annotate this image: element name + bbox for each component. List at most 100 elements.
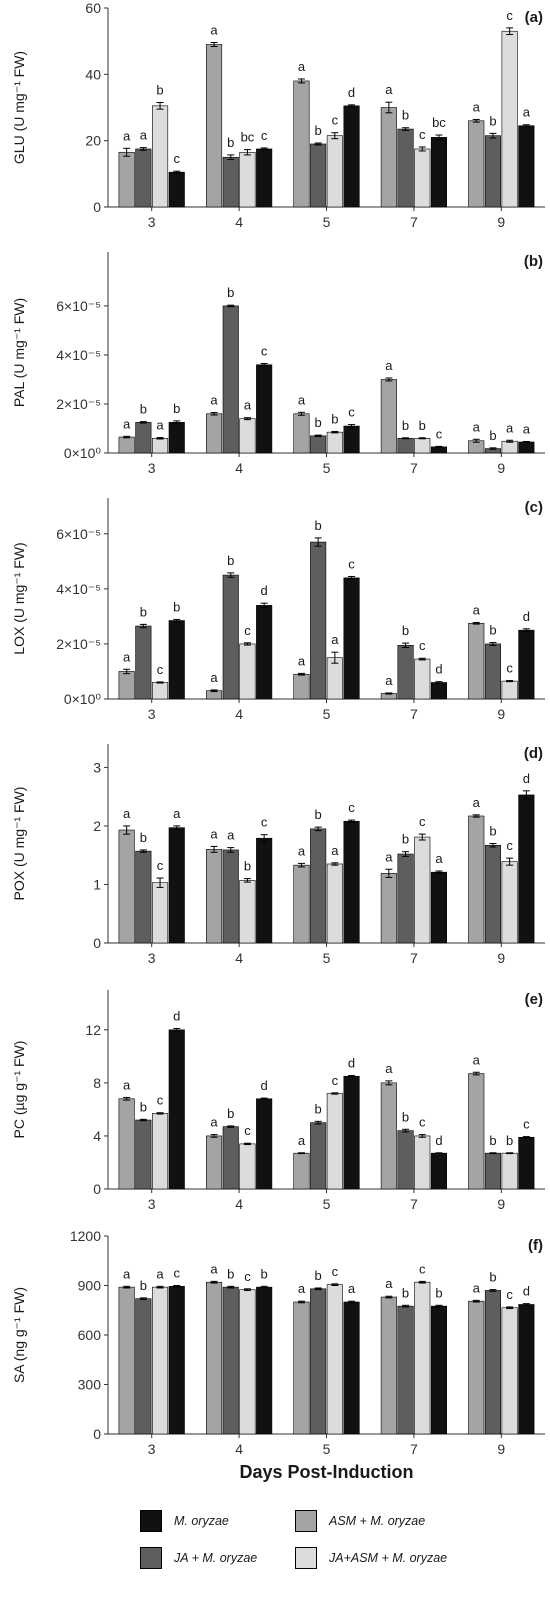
- significance-letter: bc: [241, 130, 255, 145]
- y-tick-label: 600: [78, 1327, 102, 1343]
- significance-letter: d: [261, 1078, 268, 1093]
- bar: [206, 413, 223, 454]
- significance-letter: a: [210, 22, 218, 37]
- significance-letter: a: [331, 632, 339, 647]
- bar: [310, 541, 327, 700]
- bar: [484, 135, 502, 208]
- bar: [430, 1152, 448, 1190]
- bar: [256, 1098, 273, 1190]
- x-tick-label: 7: [410, 1196, 418, 1212]
- x-tick-label: 5: [323, 950, 331, 966]
- bar: [135, 1119, 152, 1190]
- significance-letter: b: [315, 1101, 322, 1116]
- significance-letter: c: [506, 661, 513, 676]
- bar: [343, 1075, 360, 1190]
- significance-letter: a: [385, 358, 393, 373]
- bar: [484, 643, 502, 700]
- bar: [343, 820, 360, 944]
- significance-letter: b: [140, 402, 147, 417]
- significance-letter: c: [523, 1117, 530, 1132]
- significance-letter: c: [506, 1287, 513, 1302]
- significance-letter: a: [385, 82, 393, 97]
- legend-label: JA+ASM + M. oryzae: [329, 1551, 448, 1565]
- x-tick-label: 3: [148, 950, 156, 966]
- y-tick-label: 0×10⁰: [64, 445, 102, 461]
- bar: [518, 125, 535, 208]
- bar: [484, 844, 502, 944]
- significance-letter: c: [419, 127, 426, 142]
- x-tick-label: 3: [148, 706, 156, 722]
- bar: [430, 682, 448, 700]
- significance-letter: a: [210, 670, 218, 685]
- bar: [343, 105, 360, 208]
- significance-letter: c: [157, 662, 164, 677]
- x-tick-label: 9: [497, 706, 505, 722]
- bar: [414, 1281, 431, 1435]
- significance-letter: a: [473, 795, 481, 810]
- significance-letter: c: [157, 858, 164, 873]
- significance-letter: b: [227, 285, 234, 300]
- y-axis-title: PC (µg g⁻¹ FW): [11, 1041, 27, 1139]
- bar: [343, 577, 360, 700]
- y-tick-label: 4×10⁻⁵: [56, 581, 101, 597]
- significance-letter: a: [331, 843, 339, 858]
- bar: [152, 882, 169, 944]
- x-tick-label: 5: [323, 706, 331, 722]
- chart-panel: 0×10⁰ 2×10⁻⁵ 4×10⁻⁵ 6×10⁻⁵ PAL (U mg⁻¹ FW) (b…: [11, 252, 545, 476]
- significance-letter: a: [385, 673, 393, 688]
- significance-letter: a: [298, 1281, 306, 1296]
- bar: [326, 1093, 343, 1190]
- x-tick-label: 5: [323, 1196, 331, 1212]
- bar: [397, 437, 414, 454]
- bar: [135, 148, 152, 208]
- bar: [239, 880, 256, 944]
- legend: M. oryzae ASM + M. oryzae JA + M. oryzae…: [130, 1502, 530, 1582]
- x-tick-label: 4: [235, 460, 243, 476]
- bar: [501, 1152, 518, 1190]
- bar: [518, 441, 535, 454]
- x-axis-title: Days Post-Induction: [239, 1462, 413, 1482]
- bar: [293, 864, 310, 944]
- significance-letter: a: [123, 1077, 131, 1092]
- significance-letter: a: [473, 419, 481, 434]
- significance-letter: c: [419, 1115, 426, 1130]
- significance-letter: b: [489, 113, 496, 128]
- bar: [168, 1029, 185, 1190]
- x-tick-label: 4: [235, 1196, 243, 1212]
- y-tick-label: 2: [93, 818, 101, 834]
- y-tick-label: 0×10⁰: [64, 691, 102, 707]
- bar: [397, 645, 414, 700]
- x-tick-label: 5: [323, 1441, 331, 1457]
- significance-letter: c: [348, 405, 355, 420]
- significance-letter: a: [156, 418, 164, 433]
- y-axis-title: SA (ng g⁻¹ FW): [11, 1287, 27, 1383]
- significance-letter: c: [244, 1123, 251, 1138]
- significance-letter: c: [506, 838, 513, 853]
- bar: [206, 849, 223, 944]
- significance-letter: d: [523, 771, 530, 786]
- significance-letter: b: [402, 418, 409, 433]
- significance-letter: b: [227, 1266, 234, 1281]
- significance-letter: b: [489, 623, 496, 638]
- significance-letter: a: [227, 828, 235, 843]
- bar: [222, 1286, 239, 1435]
- significance-letter: b: [402, 1285, 409, 1300]
- significance-letter: d: [435, 1133, 442, 1148]
- bar: [380, 379, 397, 454]
- legend-item: M. oryzae: [140, 1510, 229, 1532]
- significance-letter: b: [489, 428, 496, 443]
- bar: [310, 435, 327, 454]
- y-tick-label: 0: [93, 1181, 101, 1197]
- bar: [256, 364, 273, 454]
- significance-letter: c: [419, 814, 426, 829]
- bar: [293, 1152, 310, 1190]
- bar: [118, 829, 135, 944]
- bar: [152, 1113, 169, 1190]
- significance-letter: b: [227, 1106, 234, 1121]
- bar: [501, 30, 518, 208]
- bar: [484, 1290, 502, 1435]
- y-tick-label: 0: [93, 1426, 101, 1442]
- legend-item: ASM + M. oryzae: [295, 1510, 425, 1532]
- significance-letter: b: [435, 1285, 442, 1300]
